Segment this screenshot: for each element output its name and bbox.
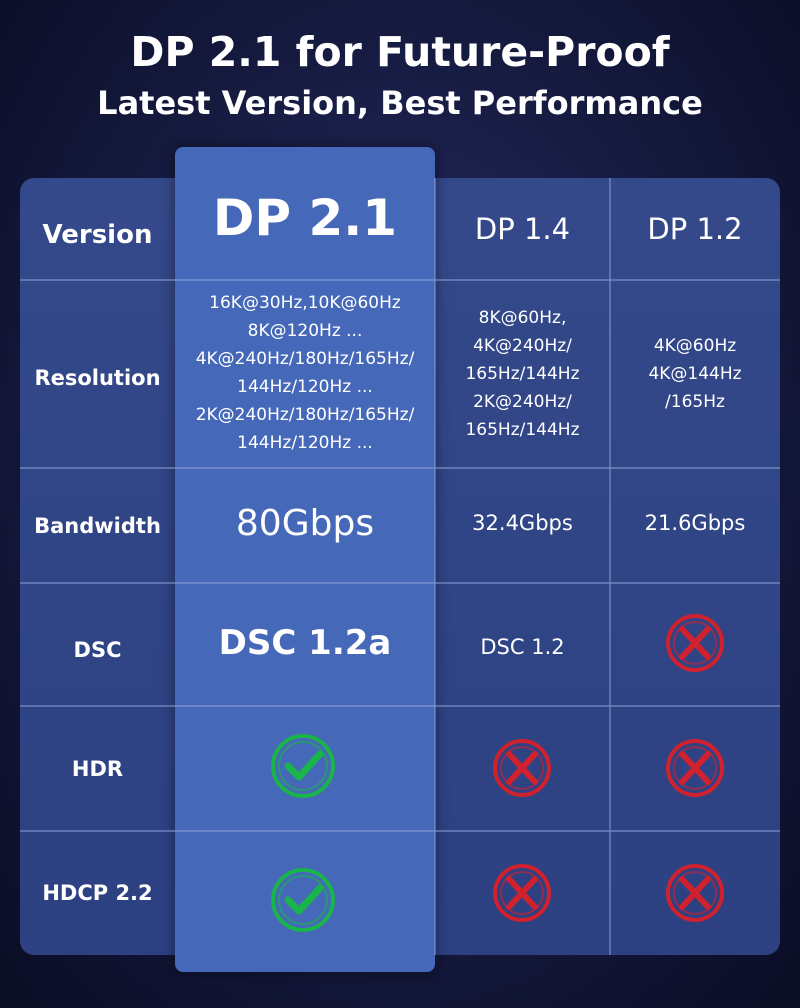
cell-line: 144Hz/120Hz ... xyxy=(237,377,373,397)
cross-icon xyxy=(668,866,722,920)
cell-line: 4K@240Hz/ xyxy=(473,336,572,356)
cell: 80Gbps xyxy=(235,502,375,544)
cell-line: 4K@240Hz/180Hz/165Hz/ xyxy=(195,349,415,369)
cell-lines: 16K@30Hz,10K@60Hz 8K@120Hz ... 4K@240Hz/… xyxy=(175,283,435,463)
cell-lines: 8K@60Hz, 4K@240Hz/ 165Hz/144Hz 2K@240Hz/… xyxy=(435,280,610,468)
cell: 21.6Gbps xyxy=(644,511,746,535)
title: DP 2.1 for Future-Proof xyxy=(130,28,670,76)
row-label: HDCP 2.2 xyxy=(42,881,153,905)
column-header: DP 1.4 xyxy=(474,212,571,246)
cell-line: 2K@240Hz/ xyxy=(473,392,572,412)
column-header: DP 2.1 xyxy=(212,189,398,247)
cell-line: 8K@60Hz, xyxy=(478,308,567,328)
cell-line: 4K@60Hz xyxy=(653,336,737,356)
cell-line: 2K@240Hz/180Hz/165Hz/ xyxy=(195,405,415,425)
cross-icon xyxy=(668,741,722,795)
row-label: HDR xyxy=(71,756,124,781)
cell: DSC 1.2 xyxy=(480,635,565,659)
cell-line: 16K@30Hz,10K@60Hz xyxy=(209,293,401,313)
cell: 32.4Gbps xyxy=(472,511,573,535)
cell-line: 8K@120Hz ... xyxy=(247,321,363,341)
highlight-column xyxy=(175,147,435,972)
row-label: Bandwidth xyxy=(34,513,161,538)
cell-line: /165Hz xyxy=(665,392,725,412)
cross-icon xyxy=(495,741,549,795)
subtitle: Latest Version, Best Performance xyxy=(97,84,703,122)
row-label: DSC xyxy=(73,638,122,662)
cell: DSC 1.2a xyxy=(218,623,392,663)
cell-line: 4K@144Hz xyxy=(648,364,742,384)
cell-line: 165Hz/144Hz xyxy=(465,364,580,384)
cell-line: 144Hz/120Hz ... xyxy=(237,433,373,453)
column-header: Version xyxy=(42,220,153,250)
row-label: Resolution xyxy=(34,366,161,390)
cell-line: 165Hz/144Hz xyxy=(465,420,580,440)
cross-icon xyxy=(495,866,549,920)
check-icon xyxy=(273,870,333,930)
cell-lines: 4K@60Hz 4K@144Hz /165Hz xyxy=(610,280,780,468)
check-icon xyxy=(273,736,333,796)
cross-icon xyxy=(668,616,722,670)
column-header: DP 1.2 xyxy=(647,212,743,246)
